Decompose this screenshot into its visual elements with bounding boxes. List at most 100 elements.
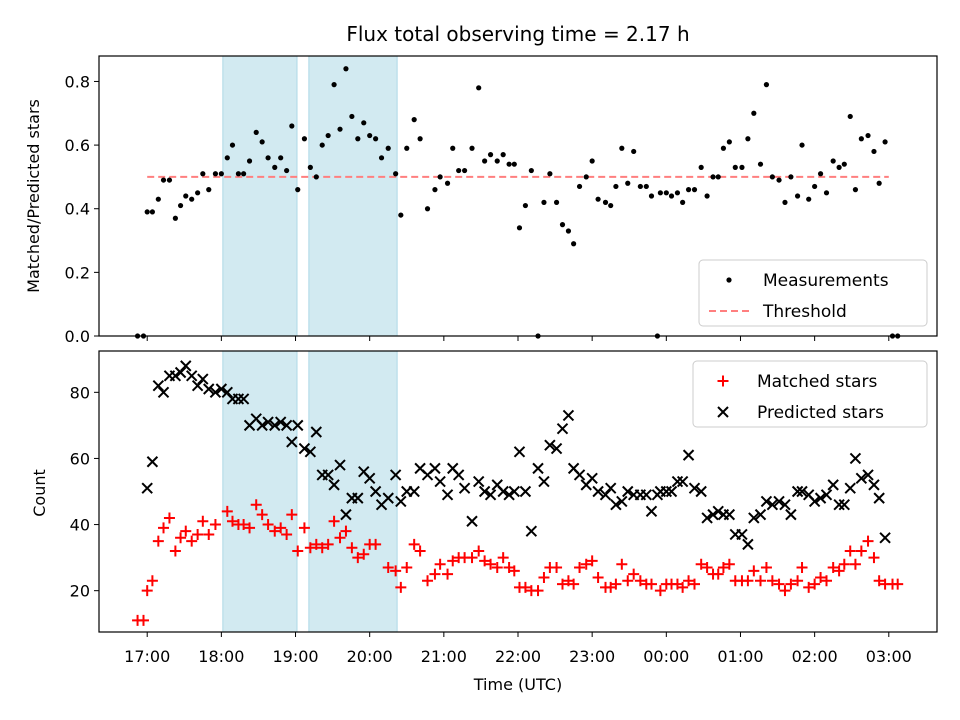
ratio-data-point — [732, 164, 738, 170]
ratio-data-point — [469, 145, 475, 151]
ratio-data-point — [476, 85, 482, 91]
count-data-point — [773, 495, 785, 508]
ratio-data-point — [511, 161, 517, 167]
count-data-point — [748, 565, 760, 577]
count-data-point — [328, 479, 340, 491]
x-tick-label: 23:00 — [569, 647, 615, 666]
chart-title: Flux total observing time = 2.17 h — [346, 22, 689, 46]
count-data-point — [742, 538, 754, 551]
count-data-point — [209, 386, 222, 399]
ratio-data-point — [698, 164, 704, 170]
ratio-data-point — [710, 174, 716, 180]
count-data-point — [458, 482, 471, 494]
ratio-data-point — [817, 171, 824, 177]
ratio-data-point — [144, 209, 150, 215]
count-data-point — [695, 558, 707, 570]
count-data-point — [328, 515, 340, 527]
count-legend-marker — [717, 406, 729, 418]
count-data-point — [429, 462, 441, 475]
ratio-data-point — [571, 241, 577, 247]
count-data-point — [838, 499, 851, 511]
ratio-data-point — [172, 215, 178, 221]
count-data-point — [551, 562, 563, 574]
count-data-point — [158, 522, 170, 534]
count-data-point — [274, 416, 287, 428]
ratio-y-tick-label: 0.8 — [65, 72, 90, 91]
ratio-data-point — [643, 183, 649, 190]
ratio-data-point — [482, 158, 488, 164]
count-data-point — [634, 575, 646, 587]
count-data-point — [701, 512, 713, 524]
ratio-shaded-interval-2 — [308, 55, 398, 337]
count-data-point — [717, 562, 729, 574]
count-data-point — [879, 532, 891, 544]
ratio-data-point — [751, 110, 757, 116]
ratio-data-point — [361, 120, 367, 126]
count-data-point — [137, 614, 149, 626]
count-data-point — [292, 419, 304, 432]
plot-layer: 0.0 0.2 0.4 0.6 0.8 Measurements Threshold 20 40… — [65, 55, 938, 666]
count-data-point — [422, 575, 434, 587]
count-data-point — [472, 475, 485, 488]
count-data-point — [622, 575, 634, 587]
ratio-data-point — [541, 199, 547, 205]
count-data-point — [766, 575, 778, 587]
count-data-point — [169, 545, 181, 557]
ratio-data-point — [494, 158, 500, 164]
ratio-data-point — [657, 190, 663, 196]
x-axis-title: Time (UTC) — [473, 675, 562, 694]
x-tick-label: 18:00 — [198, 647, 244, 666]
ratio-data-point — [823, 190, 830, 196]
ratio-data-point — [876, 180, 882, 186]
count-data-point — [322, 538, 334, 550]
count-data-point — [855, 545, 867, 557]
ratio-data-point — [284, 167, 290, 174]
count-data-point — [442, 568, 454, 580]
count-data-point — [497, 485, 509, 498]
count-data-point — [640, 489, 653, 501]
ratio-data-point — [625, 180, 631, 186]
count-data-point — [237, 393, 250, 405]
ratio-data-point — [882, 139, 888, 145]
ratio-data-point — [559, 222, 566, 228]
count-data-point — [791, 485, 804, 498]
ratio-data-point — [355, 136, 361, 142]
count-data-point — [844, 545, 856, 557]
count-data-point — [556, 578, 568, 590]
count-data-point — [203, 528, 215, 540]
count-data-point — [363, 472, 376, 484]
count-data-point — [352, 552, 364, 564]
count-data-point — [414, 545, 426, 557]
count-data-point — [616, 558, 628, 570]
count-data-point — [827, 562, 839, 574]
count-data-point — [695, 485, 707, 498]
count-data-point — [221, 505, 233, 517]
x-tick-label: 19:00 — [272, 647, 318, 666]
ratio-data-point — [663, 190, 669, 196]
count-data-point — [192, 528, 204, 540]
count-data-point — [269, 525, 281, 537]
ratio-data-point — [183, 193, 189, 199]
ratio-data-point — [788, 174, 794, 180]
ratio-series-measurements — [134, 66, 901, 339]
count-data-point — [370, 538, 382, 550]
count-data-point — [298, 442, 311, 455]
ratio-data-point — [295, 187, 301, 193]
count-data-point — [792, 575, 804, 587]
ratio-data-point — [506, 161, 512, 167]
count-data-point — [334, 459, 346, 471]
ratio-data-point — [812, 183, 818, 190]
count-data-point — [754, 508, 767, 521]
count-data-point — [855, 472, 868, 484]
count-data-point — [616, 495, 628, 508]
count-data-point — [574, 562, 586, 574]
ratio-data-point — [195, 190, 201, 196]
count-data-point — [785, 508, 797, 521]
count-data-point — [862, 535, 874, 547]
count-data-point — [286, 436, 298, 448]
ratio-data-point — [500, 152, 506, 158]
ratio-data-point — [745, 136, 751, 142]
count-data-point — [484, 489, 497, 501]
